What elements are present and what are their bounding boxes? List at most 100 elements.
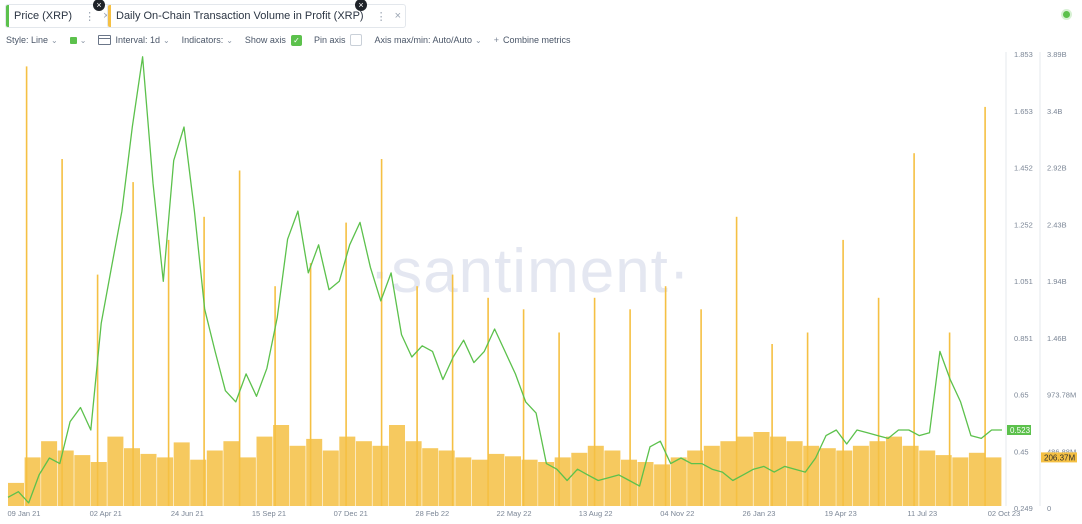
volume-bar bbox=[587, 445, 604, 506]
color-picker[interactable]: ⌄ bbox=[69, 35, 87, 45]
date-tick-label: 04 Nov 22 bbox=[660, 509, 694, 518]
volume-spike-bar bbox=[664, 286, 667, 506]
volume-bar bbox=[24, 457, 41, 506]
chevron-down-icon: ⌄ bbox=[79, 35, 87, 45]
close-icon[interactable]: × bbox=[93, 0, 105, 11]
volume-bar bbox=[670, 457, 687, 506]
volume-spike-bar bbox=[132, 182, 134, 506]
volume-spike-bar bbox=[771, 344, 773, 506]
pin-axis-toggle[interactable]: Pin axis bbox=[314, 34, 363, 46]
price-line bbox=[7, 56, 1002, 504]
volume-bar bbox=[389, 425, 405, 506]
volume-tick-label: 3.4B bbox=[1047, 107, 1062, 116]
date-tick-label: 24 Jun 21 bbox=[171, 509, 204, 518]
date-axis: 09 Jan 21 02 Apr 21 24 Jun 21 15 Sep 21 07 D… bbox=[8, 509, 1021, 518]
volume-spike-bar bbox=[309, 263, 312, 506]
price-tick-label: 0.65 bbox=[1014, 391, 1029, 400]
date-tick-label: 28 Feb 22 bbox=[415, 509, 449, 518]
volume-spike-bar bbox=[700, 309, 702, 506]
date-tick-label: 02 Oct 23 bbox=[988, 509, 1021, 518]
date-tick-label: 02 Apr 21 bbox=[90, 509, 122, 518]
price-tick-label: 1.653 bbox=[1014, 107, 1033, 116]
volume-bar bbox=[786, 441, 803, 506]
remove-icon[interactable]: × bbox=[99, 10, 113, 22]
volume-spike-bar bbox=[558, 332, 560, 506]
price-tick-label: 0.45 bbox=[1014, 447, 1029, 456]
santiment-watermark: ·santiment· bbox=[369, 237, 690, 306]
volume-axis: 3.89B 3.4B 2.92B 2.43B 1.94B 1.46B 973.78M 486.… bbox=[1047, 50, 1076, 513]
volume-bar bbox=[372, 445, 389, 506]
date-tick-label: 07 Dec 21 bbox=[334, 509, 368, 518]
axis-minmax-label: Axis max/min: Auto/Auto bbox=[374, 35, 472, 45]
chevron-down-icon: ⌄ bbox=[226, 35, 233, 45]
date-tick-label: 13 Aug 22 bbox=[579, 509, 613, 518]
date-tick-label: 09 Jan 21 bbox=[8, 509, 41, 518]
volume-bar bbox=[952, 457, 969, 506]
volume-spike-bar bbox=[842, 239, 844, 506]
volume-bar bbox=[455, 457, 472, 506]
color-swatch bbox=[69, 36, 77, 44]
volume-tick-label: 1.46B bbox=[1047, 334, 1067, 343]
more-options-icon[interactable]: ⋮ bbox=[375, 10, 387, 23]
volume-bar bbox=[471, 459, 488, 506]
volume-bar bbox=[223, 441, 240, 506]
volume-bar bbox=[339, 436, 356, 506]
volume-bar bbox=[273, 425, 290, 506]
show-axis-label: Show axis bbox=[244, 35, 286, 45]
price-series-line bbox=[7, 56, 1002, 504]
volume-bar bbox=[107, 436, 124, 506]
volume-bar bbox=[637, 462, 654, 506]
metric-chip-price[interactable]: Price (XRP) ⋮ × × bbox=[5, 0, 115, 28]
volume-spike-bar bbox=[806, 332, 809, 506]
metric-color-bar bbox=[6, 5, 9, 27]
volume-bar bbox=[8, 482, 24, 506]
volume-spike-bar bbox=[877, 297, 880, 506]
volume-bar bbox=[124, 448, 140, 506]
date-tick-label: 15 Sep 21 bbox=[252, 509, 286, 518]
volume-spike-bar bbox=[948, 332, 951, 506]
checkbox-unchecked-icon[interactable] bbox=[350, 34, 363, 46]
close-icon[interactable]: × bbox=[355, 0, 367, 11]
volume-bar bbox=[90, 462, 107, 506]
chevron-down-icon: ⌄ bbox=[51, 35, 58, 45]
more-options-icon[interactable]: ⋮ bbox=[84, 10, 96, 23]
price-tick-label: 0.851 bbox=[1014, 334, 1033, 343]
metric-chip-volume-in-profit[interactable]: Daily On-Chain Transaction Volume in Pro… bbox=[107, 0, 407, 28]
volume-bar bbox=[836, 450, 853, 506]
volume-bar bbox=[157, 457, 174, 506]
volume-spike-bar bbox=[61, 159, 63, 506]
volume-spike-bar bbox=[238, 170, 241, 506]
current-price-label: 0.523 bbox=[1007, 425, 1031, 435]
volume-bar bbox=[554, 457, 571, 506]
combine-metrics-label: Combine metrics bbox=[502, 35, 571, 45]
show-axis-toggle[interactable]: Show axis ✓ bbox=[244, 34, 302, 46]
combine-metrics-button[interactable]: + Combine metrics bbox=[494, 35, 571, 45]
date-tick-label: 22 May 22 bbox=[496, 509, 531, 518]
volume-tick-label: 0 bbox=[1047, 504, 1051, 513]
price-tick-label: 0.249 bbox=[1014, 504, 1033, 513]
volume-bar bbox=[852, 445, 869, 506]
interval-dropdown[interactable]: Interval: 1d ⌄ bbox=[98, 35, 170, 45]
calendar-icon bbox=[98, 35, 112, 45]
metric-color-bar bbox=[108, 5, 111, 27]
volume-bar bbox=[869, 441, 886, 506]
style-dropdown[interactable]: Style: Line ⌄ bbox=[6, 35, 58, 45]
checkbox-checked-icon[interactable]: ✓ bbox=[290, 34, 302, 46]
volume-spike-bar bbox=[274, 286, 276, 506]
volume-bar bbox=[770, 436, 787, 506]
volume-bar bbox=[886, 436, 902, 506]
axis-minmax-dropdown[interactable]: Axis max/min: Auto/Auto ⌄ bbox=[374, 35, 481, 45]
indicators-dropdown[interactable]: Indicators: ⌄ bbox=[182, 35, 233, 45]
current-price-value: 0.523 bbox=[1010, 426, 1031, 435]
volume-spike-bar bbox=[203, 216, 205, 507]
volume-spike-bar bbox=[25, 66, 28, 507]
volume-spike-bar bbox=[345, 222, 347, 506]
volume-bar bbox=[571, 452, 588, 506]
volume-bar bbox=[621, 459, 637, 506]
remove-icon[interactable]: × bbox=[394, 10, 402, 22]
volume-spike-bar bbox=[487, 297, 489, 506]
volume-bar bbox=[919, 450, 936, 506]
volume-bar bbox=[968, 452, 985, 506]
volume-spike-bar bbox=[522, 309, 525, 506]
